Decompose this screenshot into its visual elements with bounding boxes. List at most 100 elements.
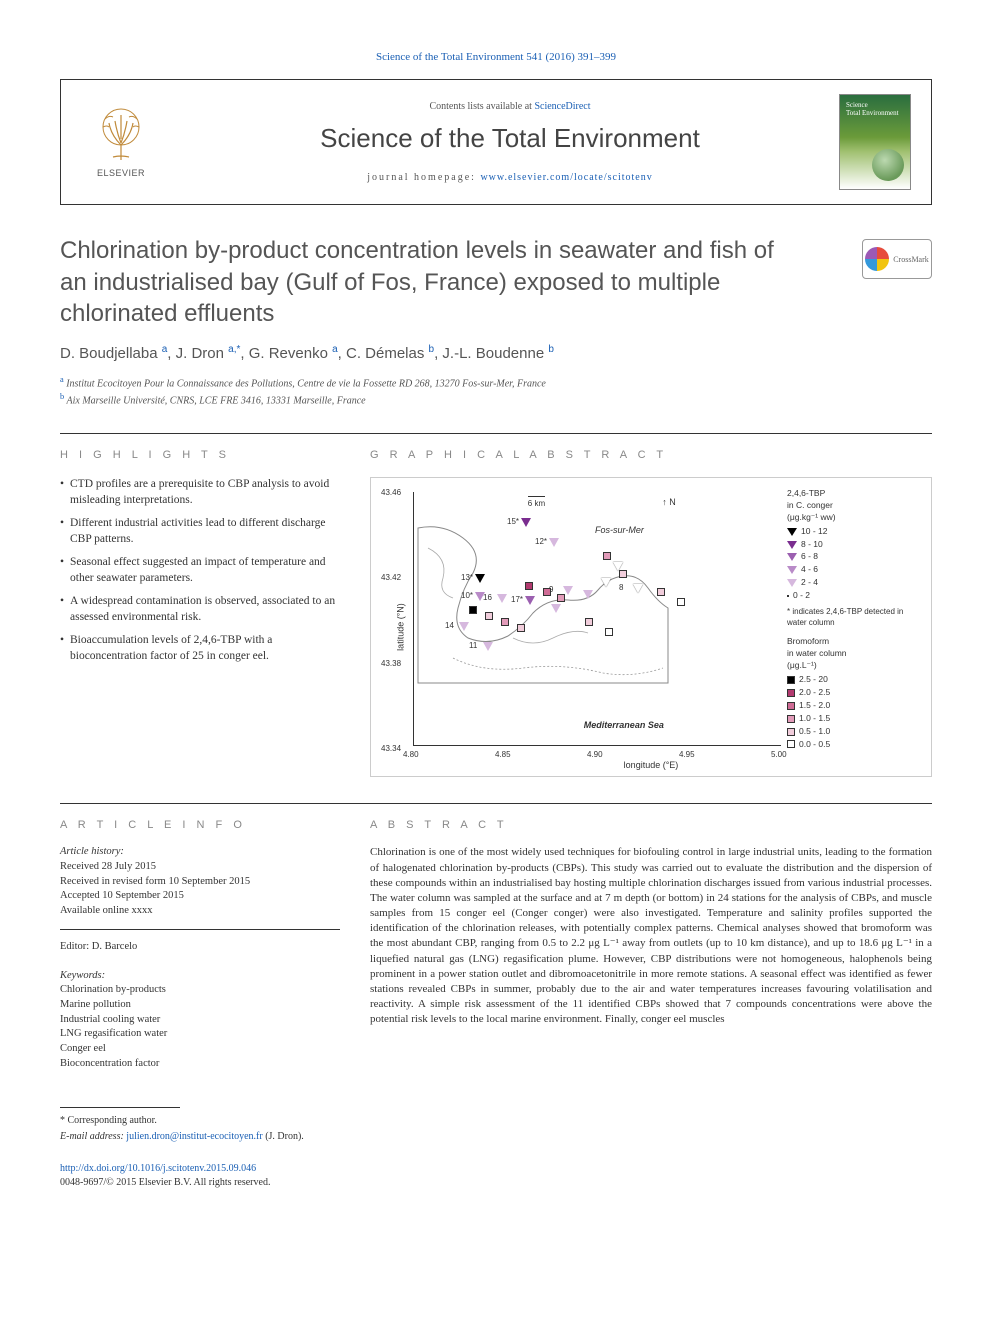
keywords: Keywords: Chlorination by-productsMarine… — [60, 969, 340, 1072]
legend-item: 0.0 - 0.5 — [787, 739, 925, 751]
map-marker-label: 15* — [507, 516, 519, 527]
legend-note: * indicates 2,4,6-TBP detected in water … — [787, 606, 925, 628]
map-square-marker — [657, 588, 665, 596]
map-triangle-marker — [483, 642, 493, 651]
map-ytick: 43.46 — [381, 487, 401, 498]
map-marker-label: 13* — [461, 572, 473, 583]
journal-header: ELSEVIER Contents lists available at Sci… — [60, 79, 932, 205]
map-triangle-marker — [521, 518, 531, 527]
highlight-item: Different industrial activities lead to … — [60, 516, 340, 547]
map-marker-label: 10* — [461, 590, 473, 601]
keyword: Bioconcentration factor — [60, 1057, 340, 1072]
map-legend: 2,4,6-TBPin C. conger(μg.kg⁻¹ ww) 10 - 12… — [787, 488, 925, 751]
legend-brom-title: Bromoformin water column(μg.L⁻¹) — [787, 636, 925, 672]
map-marker-label: 11 — [469, 640, 477, 651]
map-triangle-marker — [475, 574, 485, 583]
legend-item: 1.5 - 2.0 — [787, 700, 925, 712]
legend-item: 2 - 4 — [787, 577, 925, 589]
map-xtick: 4.90 — [587, 749, 603, 760]
highlight-item: Seasonal effect suggested an impact of t… — [60, 555, 340, 586]
highlight-item: Bioaccumulation levels of 2,4,6-TBP with… — [60, 633, 340, 664]
keyword: Chlorination by-products — [60, 983, 340, 998]
doi-link[interactable]: http://dx.doi.org/10.1016/j.scitotenv.20… — [60, 1163, 256, 1174]
map-scale: 6 km — [528, 496, 545, 509]
top-citation[interactable]: Science of the Total Environment 541 (20… — [60, 50, 932, 65]
legend-item: 2.0 - 2.5 — [787, 687, 925, 699]
map-ytick: 43.38 — [381, 658, 401, 669]
keyword: Industrial cooling water — [60, 1013, 340, 1028]
abstract-heading: A B S T R A C T — [370, 818, 932, 833]
contents-available: Contents lists available at ScienceDirec… — [181, 100, 839, 114]
map-square-marker — [469, 606, 477, 614]
map-square-marker — [517, 624, 525, 632]
map-ytick: 43.42 — [381, 572, 401, 583]
map-square-marker — [501, 618, 509, 626]
map-square-marker — [525, 582, 533, 590]
map-triangle-marker — [633, 584, 643, 593]
elsevier-logo: ELSEVIER — [81, 97, 161, 187]
map-triangle-marker — [459, 622, 469, 631]
affiliations: a Institut Ecocitoyen Pour la Connaissan… — [60, 374, 932, 409]
map-square-marker — [485, 612, 493, 620]
keyword: Conger eel — [60, 1042, 340, 1057]
elsevier-tree-icon — [91, 105, 151, 165]
keyword: LNG regasification water — [60, 1027, 340, 1042]
legend-item: 6 - 8 — [787, 551, 925, 563]
divider — [60, 803, 932, 804]
highlights-heading: H I G H L I G H T S — [60, 448, 340, 463]
highlights-list: CTD profiles are a prerequisite to CBP a… — [60, 477, 340, 664]
map-triangle-marker — [549, 538, 559, 547]
affiliation-line: a Institut Ecocitoyen Pour la Connaissan… — [60, 374, 932, 391]
map-sea-label: Mediterranean Sea — [584, 719, 664, 732]
journal-cover-thumb: Science Total Environment — [839, 94, 911, 190]
graphical-abstract-figure: latitude (°N) longitude (°E) ↑ N 6 km Fo… — [370, 477, 932, 777]
map-marker-label: 17* — [511, 594, 523, 605]
crossmark-icon — [865, 247, 889, 271]
journal-homepage: journal homepage: www.elsevier.com/locat… — [181, 171, 839, 185]
article-history: Article history: Received 28 July 2015Re… — [60, 845, 340, 929]
legend-tbp-title: 2,4,6-TBPin C. conger(μg.kg⁻¹ ww) — [787, 488, 925, 524]
homepage-link[interactable]: www.elsevier.com/locate/scitotenv — [480, 172, 652, 183]
map-square-marker — [677, 598, 685, 606]
footer: * Corresponding author. E-mail address: … — [60, 1107, 932, 1190]
article-info-heading: A R T I C L E I N F O — [60, 818, 340, 833]
map-marker-label: 14 — [445, 620, 454, 631]
article-title: Chlorination by-product concentration le… — [60, 235, 800, 329]
journal-title: Science of the Total Environment — [181, 120, 839, 156]
map-triangle-marker — [551, 604, 561, 613]
legend-item: 10 - 12 — [787, 526, 925, 538]
map-marker-label: 8 — [619, 582, 623, 593]
affiliation-line: b Aix Marseille Université, CNRS, LCE FR… — [60, 391, 932, 408]
history-line: Accepted 10 September 2015 — [60, 889, 340, 904]
map-ytick: 43.34 — [381, 743, 401, 754]
map-xtick: 5.00 — [771, 749, 787, 760]
legend-item: 1.0 - 1.5 — [787, 713, 925, 725]
map-square-marker — [603, 552, 611, 560]
map-triangle-marker — [583, 590, 593, 599]
editor: Editor: D. Barcelo — [60, 940, 340, 955]
map-square-marker — [585, 618, 593, 626]
map-square-marker — [605, 628, 613, 636]
highlight-item: CTD profiles are a prerequisite to CBP a… — [60, 477, 340, 508]
map-square-marker — [619, 570, 627, 578]
crossmark-badge[interactable]: CrossMark — [862, 239, 932, 279]
legend-item: 0.5 - 1.0 — [787, 726, 925, 738]
map-marker-label: 16 — [483, 592, 492, 603]
map-triangle-marker — [525, 596, 535, 605]
sciencedirect-link[interactable]: ScienceDirect — [534, 101, 590, 112]
legend-item: 8 - 10 — [787, 539, 925, 551]
map-ylabel: latitude (°N) — [395, 603, 408, 651]
elsevier-label: ELSEVIER — [97, 167, 145, 180]
map-marker-label: 12* — [535, 536, 547, 547]
graphical-abstract-heading: G R A P H I C A L A B S T R A C T — [370, 448, 932, 463]
divider — [60, 433, 932, 434]
cover-globe-icon — [872, 149, 904, 181]
map-xtick: 4.80 — [403, 749, 419, 760]
keyword: Marine pollution — [60, 998, 340, 1013]
history-line: Available online xxxx — [60, 904, 340, 919]
corr-email-link[interactable]: julien.dron@institut-ecocitoyen.fr — [126, 1131, 262, 1142]
history-line: Received 28 July 2015 — [60, 860, 340, 875]
map-triangle-marker — [601, 578, 611, 587]
highlight-item: A widespread contamination is observed, … — [60, 594, 340, 625]
footer-divider — [60, 1107, 180, 1108]
